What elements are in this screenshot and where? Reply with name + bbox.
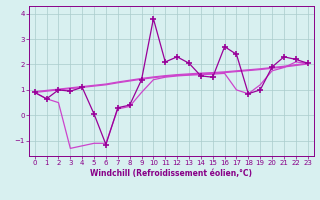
X-axis label: Windchill (Refroidissement éolien,°C): Windchill (Refroidissement éolien,°C) xyxy=(90,169,252,178)
